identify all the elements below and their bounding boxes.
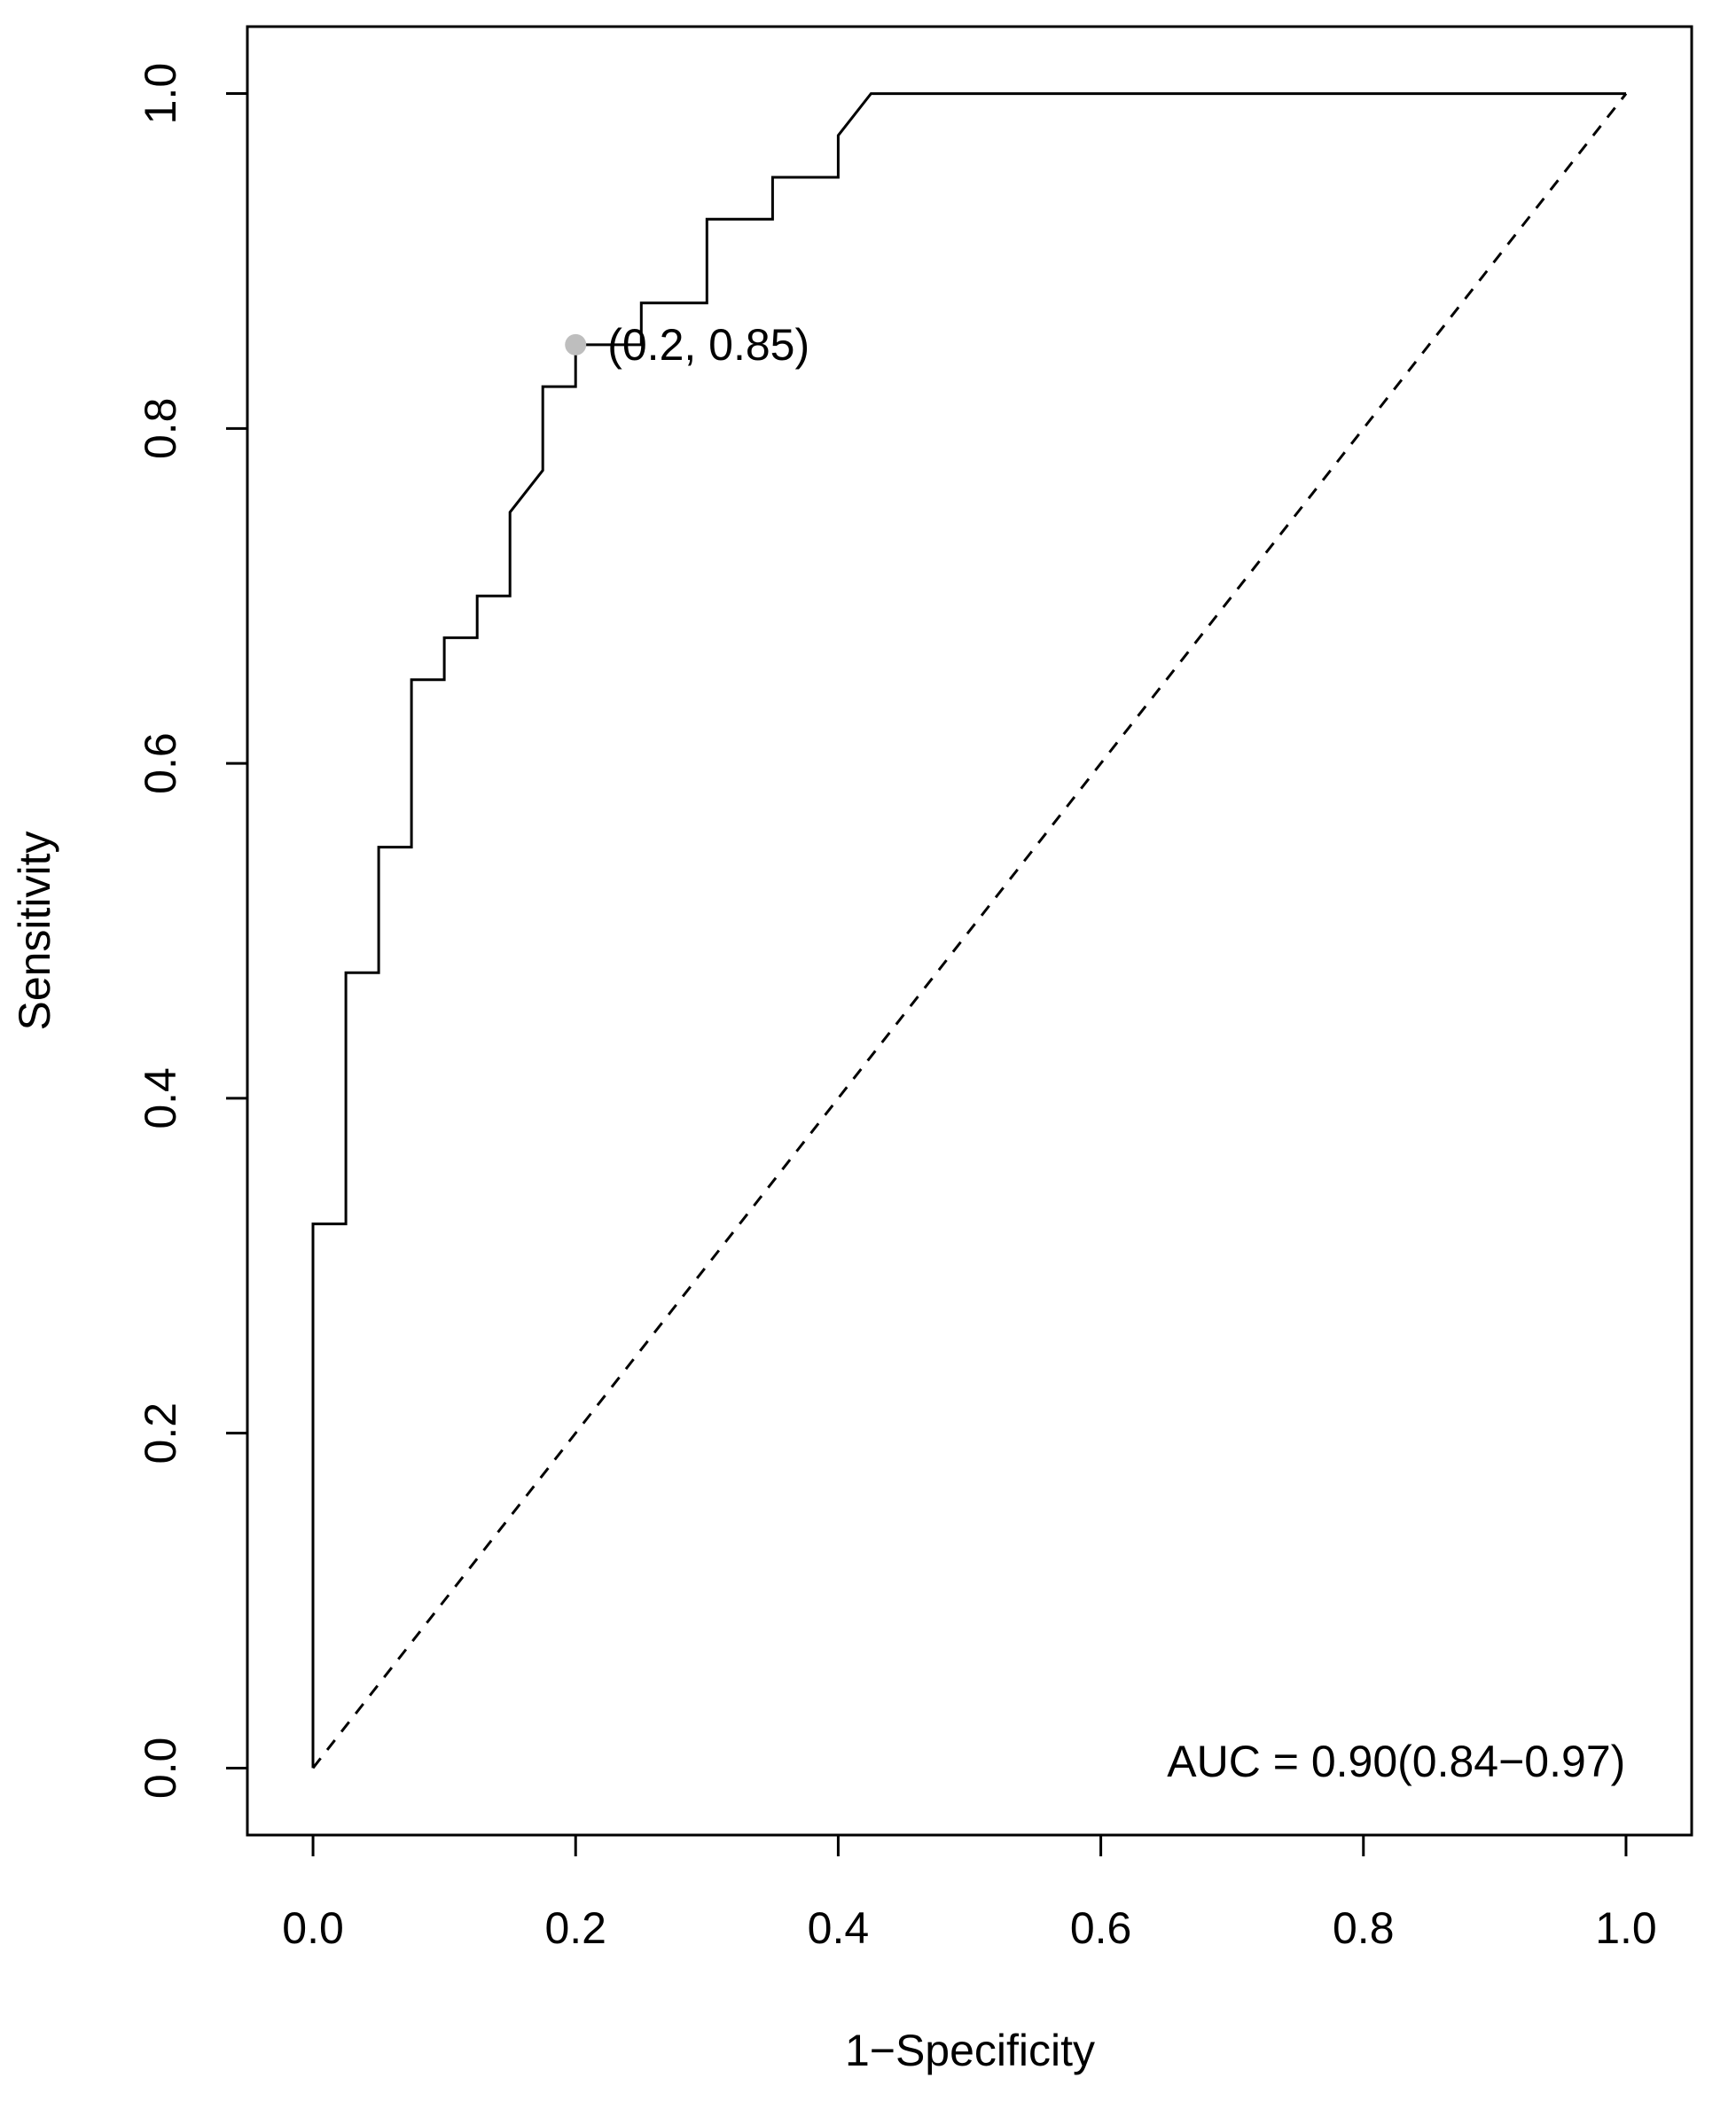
optimal-cutoff-label: (0.2, 0.85) (607, 320, 809, 370)
x-tick-label: 0.2 (544, 1903, 606, 1953)
optimal-cutoff-point (565, 333, 587, 355)
y-tick-label: 0.2 (136, 1402, 185, 1464)
y-tick-label: 1.0 (136, 63, 185, 125)
x-tick-label: 0.0 (282, 1903, 344, 1953)
x-tick-label: 0.6 (1070, 1903, 1132, 1953)
x-tick-label: 0.4 (808, 1903, 870, 1953)
x-axis-label: 1−Specificity (845, 2026, 1095, 2075)
highlight-point-layer (565, 333, 587, 355)
y-tick-label: 0.4 (136, 1067, 185, 1129)
x-axis: 0.0 0.2 0.4 0.6 0.8 1.0 (282, 1833, 1657, 1953)
reference-diagonal-layer (311, 92, 1628, 1769)
y-tick-label: 0.8 (136, 398, 185, 460)
y-tick-label: 0.6 (136, 732, 185, 794)
y-tick-label: 0.0 (136, 1738, 185, 1800)
annotation-layer: (0.2, 0.85) AUC = 0.90(0.84−0.97) (607, 320, 1625, 1786)
x-tick-label: 0.8 (1333, 1903, 1395, 1953)
y-axis: 0.0 0.2 0.4 0.6 0.8 1.0 (136, 63, 249, 1800)
x-tick-label: 1.0 (1595, 1903, 1657, 1953)
y-axis-label: Sensitivity (10, 831, 59, 1030)
roc-curve-layer (311, 92, 1626, 1769)
roc-curve-line (311, 92, 1626, 1769)
auc-annotation: AUC = 0.90(0.84−0.97) (1167, 1737, 1625, 1786)
reference-diagonal-line (311, 92, 1628, 1769)
